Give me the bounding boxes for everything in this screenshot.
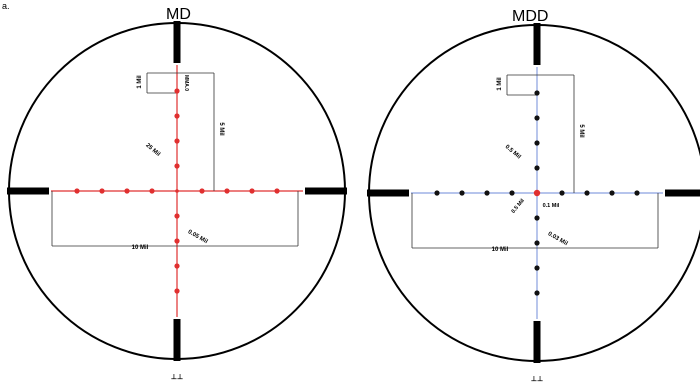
md-dot-down-1 xyxy=(174,213,180,219)
md-post-top xyxy=(173,21,181,63)
md-label-1mil: 1 Mil xyxy=(137,75,143,89)
mdd-dot-right-4 xyxy=(634,190,640,196)
md-post-right xyxy=(305,187,347,195)
mdd-label-center-left: 0.5 Mil xyxy=(511,198,527,215)
md-dot-down-3 xyxy=(174,263,180,269)
mdd-title: MDD xyxy=(512,8,549,25)
md-dot-down-2 xyxy=(174,238,180,244)
corner-mark: a. xyxy=(2,1,10,11)
md-dot-left-1 xyxy=(149,188,155,194)
md-dot-down-4 xyxy=(174,288,180,294)
mdd-post-left xyxy=(367,189,409,197)
mdd-dot-down-2 xyxy=(534,240,540,246)
md-label-5mil: 5 Mil xyxy=(218,122,224,136)
mdd-dot-down-3 xyxy=(534,265,540,271)
mdd-dot-right-2 xyxy=(584,190,590,196)
mdd-label-1mil: 1 Mil xyxy=(497,77,503,91)
mdd-dot-left-3 xyxy=(459,190,465,196)
mdd-dot-down-1 xyxy=(534,215,540,221)
md-dot-up-3 xyxy=(174,113,180,119)
md-dot-right-1 xyxy=(199,188,205,194)
md-label-10mil: 10 Mil xyxy=(132,245,149,251)
mdd-label-10mil: 10 Mil xyxy=(492,247,509,253)
md-dot-up-2 xyxy=(174,138,180,144)
mdd-label-diag-lower: 0.03 Mil xyxy=(547,231,569,247)
md-dot-up-1 xyxy=(174,163,180,169)
md-label-top-small: MMA.0 xyxy=(183,75,189,91)
md-dot-left-3 xyxy=(99,188,105,194)
mdd-post-right xyxy=(665,189,700,197)
md-post-left xyxy=(7,187,49,195)
mdd-label-5mil: 5 Mil xyxy=(578,124,584,138)
md-bottom-mark: ⊥⊥ xyxy=(171,373,183,381)
mdd-dot-left-4 xyxy=(434,190,440,196)
mdd-post-bottom xyxy=(533,321,541,363)
mdd-dot-down-4 xyxy=(534,290,540,296)
mdd-bottom-mark: ⊥⊥ xyxy=(531,375,543,383)
md-center-dot xyxy=(175,189,179,193)
md-dot-up-4 xyxy=(174,88,180,94)
mdd-post-top xyxy=(533,23,541,65)
md-post-bottom xyxy=(173,319,181,361)
mdd-label-center-right: 0.1 Mil xyxy=(543,203,560,209)
mdd-dot-up-4 xyxy=(534,90,540,96)
mdd-dot-right-1 xyxy=(559,190,565,196)
md-dot-left-4 xyxy=(74,188,80,194)
md-label-diag-lower: 0.05 Mil xyxy=(187,229,209,245)
mdd-dot-up-3 xyxy=(534,115,540,121)
mdd-dot-left-1 xyxy=(509,190,515,196)
md-dot-right-3 xyxy=(249,188,255,194)
mdd-dot-left-2 xyxy=(484,190,490,196)
mdd-label-diag-upper: 0.5 Mil xyxy=(504,144,522,161)
md-dot-right-2 xyxy=(224,188,230,194)
mdd-center-dot xyxy=(533,189,541,197)
mdd-dot-up-2 xyxy=(534,140,540,146)
md-dot-left-2 xyxy=(124,188,130,194)
mdd-dot-up-1 xyxy=(534,165,540,171)
mdd-dot-right-3 xyxy=(609,190,615,196)
md-dot-right-4 xyxy=(274,188,280,194)
md-title: MD xyxy=(166,6,191,23)
md-label-diag-upper: 25 Mil xyxy=(144,143,161,159)
